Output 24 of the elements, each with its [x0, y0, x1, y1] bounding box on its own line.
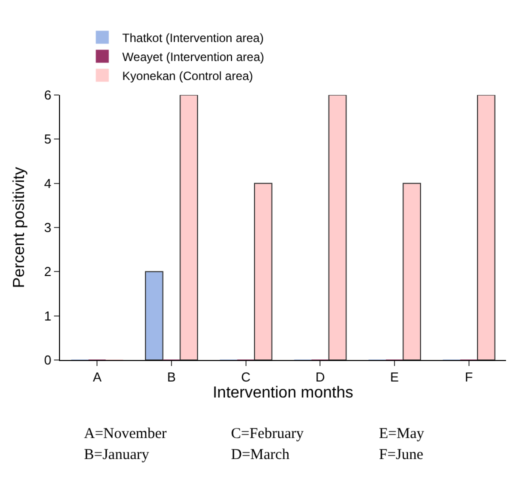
x-tick-label: F — [464, 370, 473, 385]
legend-label: Kyonekan (Control area) — [122, 68, 254, 83]
x-tick-label: A — [92, 370, 102, 385]
text: D=March — [231, 447, 290, 463]
y-tick-label: 0 — [44, 352, 52, 368]
x-tick-label: B — [167, 370, 176, 385]
y-tick-label: 3 — [44, 220, 52, 236]
legend-label: Weayet (Intervention area) — [122, 50, 264, 64]
legend-label: Thatkot (Intervention area) — [122, 30, 264, 45]
x-tick-label: E — [390, 370, 400, 385]
x-tick-label: D — [315, 370, 325, 385]
text: A=November — [84, 426, 167, 442]
y-tick-label: 5 — [44, 132, 52, 147]
x-tick-label: C — [241, 370, 251, 385]
text: E=May — [379, 426, 425, 442]
y-tick-label: 1 — [44, 308, 52, 324]
text: F=June — [379, 447, 424, 463]
y-axis-title: Percent positivity — [11, 167, 28, 288]
y-tick-label: 4 — [44, 176, 52, 191]
y-tick-label: 2 — [44, 264, 52, 280]
text: C=February — [231, 426, 304, 442]
text: B=January — [84, 447, 150, 463]
y-tick-label: 6 — [44, 88, 52, 103]
x-axis-title: Intervention months — [212, 384, 354, 402]
